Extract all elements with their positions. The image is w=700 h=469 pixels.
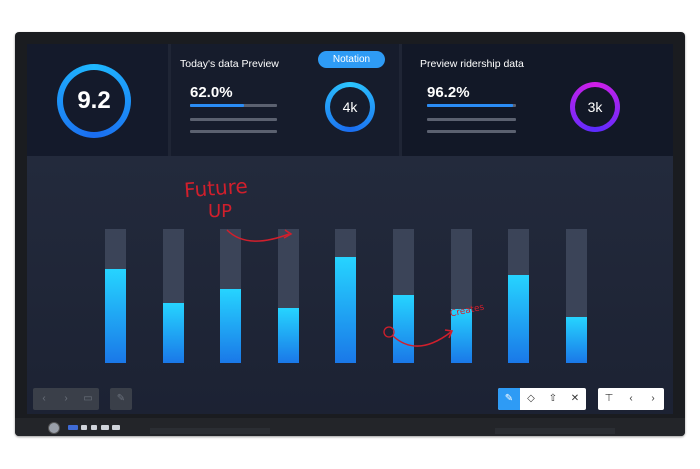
data-preview-title: Today's data Preview: [180, 58, 279, 70]
data-preview-percent: 62.0%: [190, 84, 233, 101]
chart-bar-value-6: [393, 294, 414, 363]
eraser-icon: ◇: [527, 393, 535, 404]
ridership-progress-fill: [427, 104, 513, 107]
preview-ring: 4k: [325, 82, 375, 132]
ridership-line: [427, 118, 516, 121]
annotation-circle: [383, 326, 395, 338]
chart-bar-9: [565, 229, 587, 363]
chart-bar-4: [277, 229, 299, 363]
chart-bar-2: [162, 229, 184, 363]
toolbar-annotation: ✎ ◇ ⇧ ✕: [498, 388, 586, 410]
usb-port: [68, 425, 78, 430]
preview-ring-value: 4k: [330, 87, 370, 127]
dashboard-screen: 9.2 Today's data Preview 62.0% 4k Notati…: [27, 44, 673, 414]
toolbar-nav-disabled: ‹ › ▭: [33, 388, 99, 410]
chart-bar-8: [508, 229, 530, 363]
tool-eraser[interactable]: ◇: [520, 388, 542, 410]
chart-bar-value-3: [220, 289, 242, 363]
tool-close[interactable]: ✕: [564, 388, 586, 410]
ridership-percent: 96.2%: [427, 84, 470, 101]
tool-pen[interactable]: ✎: [498, 388, 520, 410]
annotation-arrow-2: [392, 331, 452, 347]
annotation-arrow-1: [226, 229, 290, 242]
tool-next[interactable]: ›: [642, 388, 664, 410]
chart-bar-value-2: [162, 302, 184, 363]
port: [101, 425, 109, 430]
next-icon: ›: [651, 393, 655, 404]
pen-icon: ✎: [504, 393, 514, 404]
ridership-ring: 3k: [570, 82, 620, 132]
tool-prev[interactable]: ‹: [620, 388, 642, 410]
arrow-left-icon: ‹: [42, 393, 46, 404]
tool-back[interactable]: ‹: [33, 388, 55, 410]
tool-share[interactable]: ⇧: [542, 388, 564, 410]
chart-bar-3: [220, 229, 242, 363]
data-preview-line: [190, 130, 277, 133]
ridership-title: Preview ridership data: [420, 58, 524, 70]
speaker-left: [150, 428, 270, 434]
score-panel: 9.2: [27, 44, 168, 156]
chart-bar-5: [335, 229, 357, 363]
power-knob[interactable]: [48, 422, 60, 434]
prev-icon: ‹: [629, 393, 633, 404]
close-icon: ✕: [570, 393, 580, 404]
tool-forward[interactable]: ›: [55, 388, 77, 410]
tool-board[interactable]: ▭: [77, 388, 99, 410]
data-preview-progress-fill: [190, 104, 244, 107]
handwritten-note-up: UP: [208, 201, 233, 222]
chart-bar-value-8: [508, 274, 530, 363]
chart-bar-7: [450, 229, 472, 363]
pen-icon: ✎: [116, 393, 126, 404]
score-value: 9.2: [63, 70, 125, 132]
ridership-panel: [402, 44, 673, 156]
port: [112, 425, 120, 430]
share-icon: ⇧: [548, 393, 558, 404]
arrow-right-icon: ›: [64, 393, 68, 404]
port: [81, 425, 87, 430]
data-preview-line: [190, 118, 277, 121]
tool-pen-disabled[interactable]: ✎: [110, 388, 132, 410]
chart-bar-value-7: [450, 309, 472, 363]
chart-bar-6: [393, 229, 414, 363]
notation-button[interactable]: Notation: [318, 51, 385, 68]
ridership-line: [427, 130, 516, 133]
toolbar-slides: ⊤ ‹ ›: [598, 388, 664, 410]
annotation-arrowhead-1: [283, 229, 293, 239]
chart-bar-value-4: [277, 308, 299, 363]
port: [91, 425, 97, 430]
chart-bar-value-5: [335, 257, 357, 363]
annotation-strokes: [226, 229, 454, 347]
toolbar-pen-disabled: ✎: [110, 388, 132, 410]
annotation-arrowhead-2: [444, 329, 454, 339]
speaker-right: [495, 428, 615, 434]
score-ring: 9.2: [57, 64, 131, 138]
ridership-ring-value: 3k: [575, 87, 615, 127]
chart-bar-value-1: [105, 269, 126, 363]
ridership-progress: [427, 104, 516, 107]
data-preview-progress: [190, 104, 277, 107]
chart-bar-1: [105, 229, 126, 363]
chart-bar-value-9: [565, 317, 587, 363]
presentation-icon: ⊤: [604, 393, 614, 404]
tool-presentation[interactable]: ⊤: [598, 388, 620, 410]
board-icon: ▭: [83, 393, 93, 404]
